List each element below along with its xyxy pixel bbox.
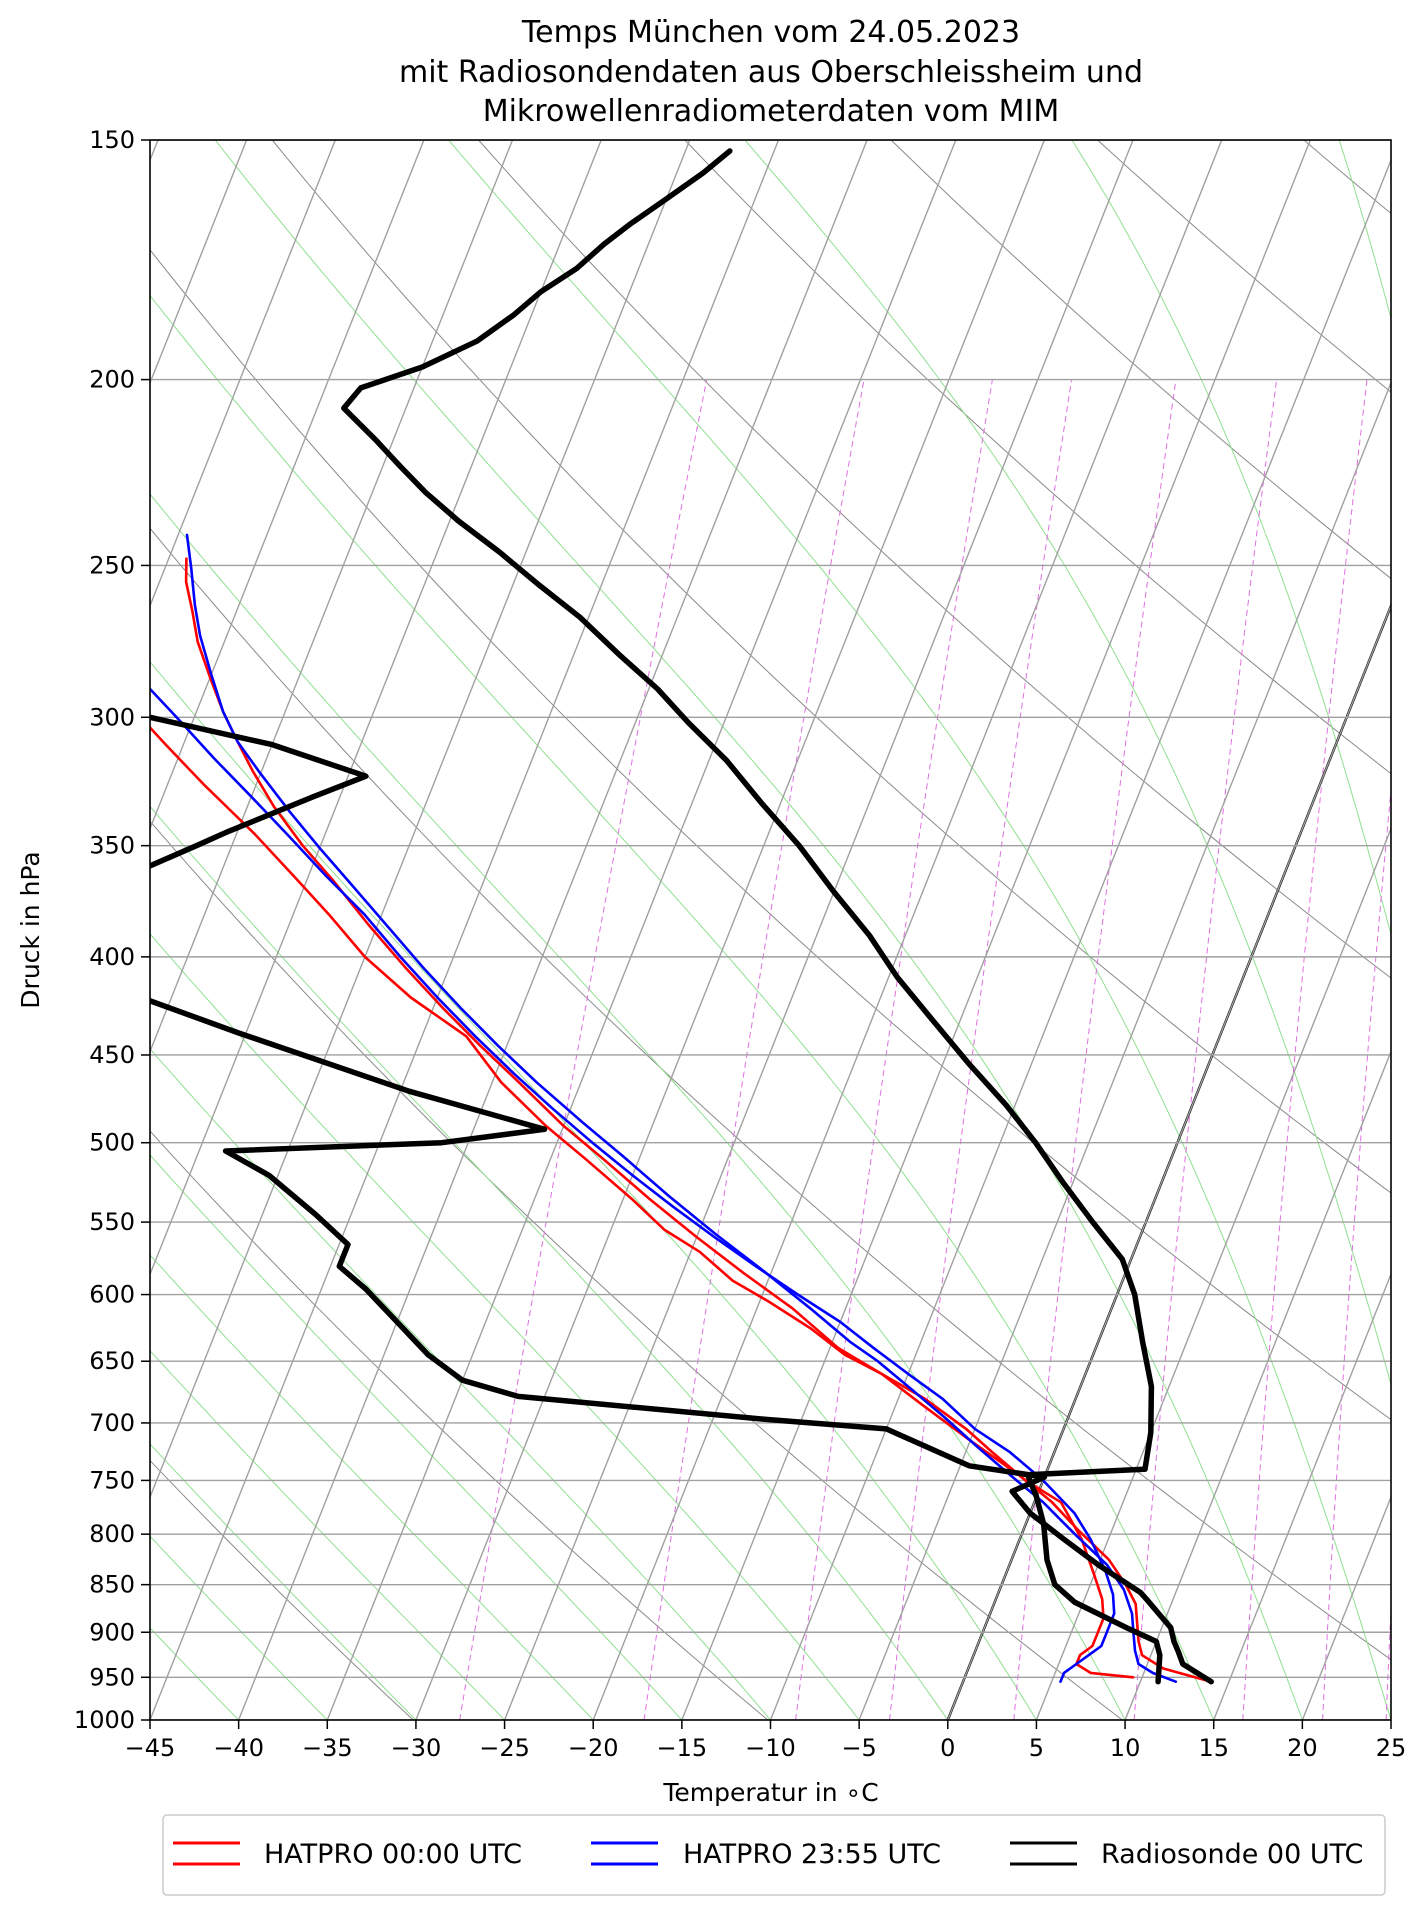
isotherm-line [1302,140,1427,1720]
x-tick-label: −35 [302,1734,353,1762]
moist-adiabat-line [1072,140,1427,1720]
reference-lines [0,140,1427,1720]
dry-adiabat-line [891,140,1427,1720]
isotherm-line [0,140,335,1720]
y-tick-label: 750 [89,1466,135,1494]
y-tick-label: 900 [89,1618,135,1646]
moist-adiabat-line [745,140,1427,1720]
y-tick-label: 500 [89,1129,135,1157]
x-tick-label: 5 [1029,1734,1044,1762]
series-line-1-dewpoint [186,559,1211,1682]
y-tick-label: 350 [89,832,135,860]
isotherm-line [1036,140,1427,1720]
series-layer [0,151,1211,1682]
isotherm-line [150,140,779,1720]
x-tick-label: 20 [1287,1734,1318,1762]
isotherm-line [239,140,868,1720]
y-tick-label: 800 [89,1520,135,1548]
moist-adiabat-line [0,140,505,1720]
y-tick-label: 600 [89,1281,135,1309]
isotherm-line [505,140,1133,1720]
y-axis-ticks: 1000 950 900 850 800 750 700 650 600 550 500 450 400… [74,126,150,1734]
plot-frame [150,140,1391,1720]
legend-label-hatpro-2355: HATPRO 23:55 UTC [683,1839,941,1870]
isotherm-line [1125,140,1427,1720]
x-axis-label: Temperatur in ∘C [662,1778,878,1807]
isotherm-line [1391,140,1427,1720]
isotherm-line [593,140,1221,1720]
moist-adiabat-line [0,140,1125,1720]
moist-adiabat-line [1339,140,1427,1720]
legend-label-hatpro-0000: HATPRO 00:00 UTC [264,1839,522,1870]
x-tick-label: −30 [391,1734,442,1762]
x-tick-label: −25 [479,1734,530,1762]
x-tick-label: −20 [568,1734,619,1762]
legend-label-radiosonde: Radiosonde 00 UTC [1101,1839,1363,1870]
y-tick-label: 200 [89,366,135,394]
x-tick-label: 10 [1110,1734,1141,1762]
x-tick-label: 0 [940,1734,955,1762]
x-tick-label: 25 [1376,1734,1407,1762]
series-line-2-temperature [10,535,1114,1682]
isotherm-line [0,140,513,1720]
grid-lines [0,140,1427,1720]
x-tick-label: −10 [745,1734,796,1762]
y-tick-label: 450 [89,1041,135,1069]
y-tick-label: 150 [89,126,135,154]
isotherm-line [859,140,1427,1720]
x-tick-label: −5 [841,1734,876,1762]
chart-title-line-1: Temps München vom 24.05.2023 [521,15,1020,50]
mixing-ratio-line [1323,380,1427,1720]
chart-title-line-2: mit Radiosondendaten aus Oberschleisshei… [399,55,1143,90]
y-tick-label: 650 [89,1347,135,1375]
chart-legend: HATPRO 00:00 UTC HATPRO 23:55 UTC Radios… [163,1815,1385,1895]
moist-adiabat-line [0,140,416,1720]
moist-adiabat-line [449,140,1391,1720]
y-tick-label: 250 [89,551,135,579]
x-tick-label: −40 [213,1734,264,1762]
dry-adiabat-line [1304,140,1427,1720]
chart-title: Temps München vom 24.05.2023 mit Radioso… [399,15,1143,129]
y-tick-label: 700 [89,1409,135,1437]
y-tick-label: 400 [89,943,135,971]
chart-title-line-3: Mikrowellenradiometerdaten vom MIM [483,94,1060,129]
y-tick-label: 300 [89,703,135,731]
isotherm-line [416,140,1045,1720]
moist-adiabat-line [0,140,327,1720]
y-tick-label: 850 [89,1571,135,1599]
isotherm-line [1214,140,1427,1720]
dry-adiabat-line [0,140,413,1720]
x-tick-label: −15 [657,1734,708,1762]
x-tick-label: 15 [1198,1734,1229,1762]
isotherm-line [682,140,1310,1720]
dry-adiabat-line [66,140,1427,1720]
mixing-ratio-line [1386,380,1427,1720]
isotherm-line [61,140,689,1720]
y-axis-label: Druck in hPa [16,851,45,1008]
y-tick-label: 950 [89,1663,135,1691]
x-axis-ticks: −45 −40 −35 −30 −25 −20 −15 −10 −5 0 5 10 15 20 25 [125,1720,1407,1762]
dry-adiabat-line [272,140,1427,1720]
moist-adiabat-line [0,140,948,1720]
mixing-ratio-line [1243,380,1367,1720]
y-tick-label: 550 [89,1208,135,1236]
series-line-5-dewpoint [0,371,1211,1682]
y-tick-label: 1000 [74,1706,135,1734]
x-tick-label: −45 [125,1734,176,1762]
mixing-ratio-line [796,380,993,1720]
isotherm-line [0,140,424,1720]
dry-adiabat-line [0,140,1427,1720]
dry-adiabat-line [685,140,1427,1720]
